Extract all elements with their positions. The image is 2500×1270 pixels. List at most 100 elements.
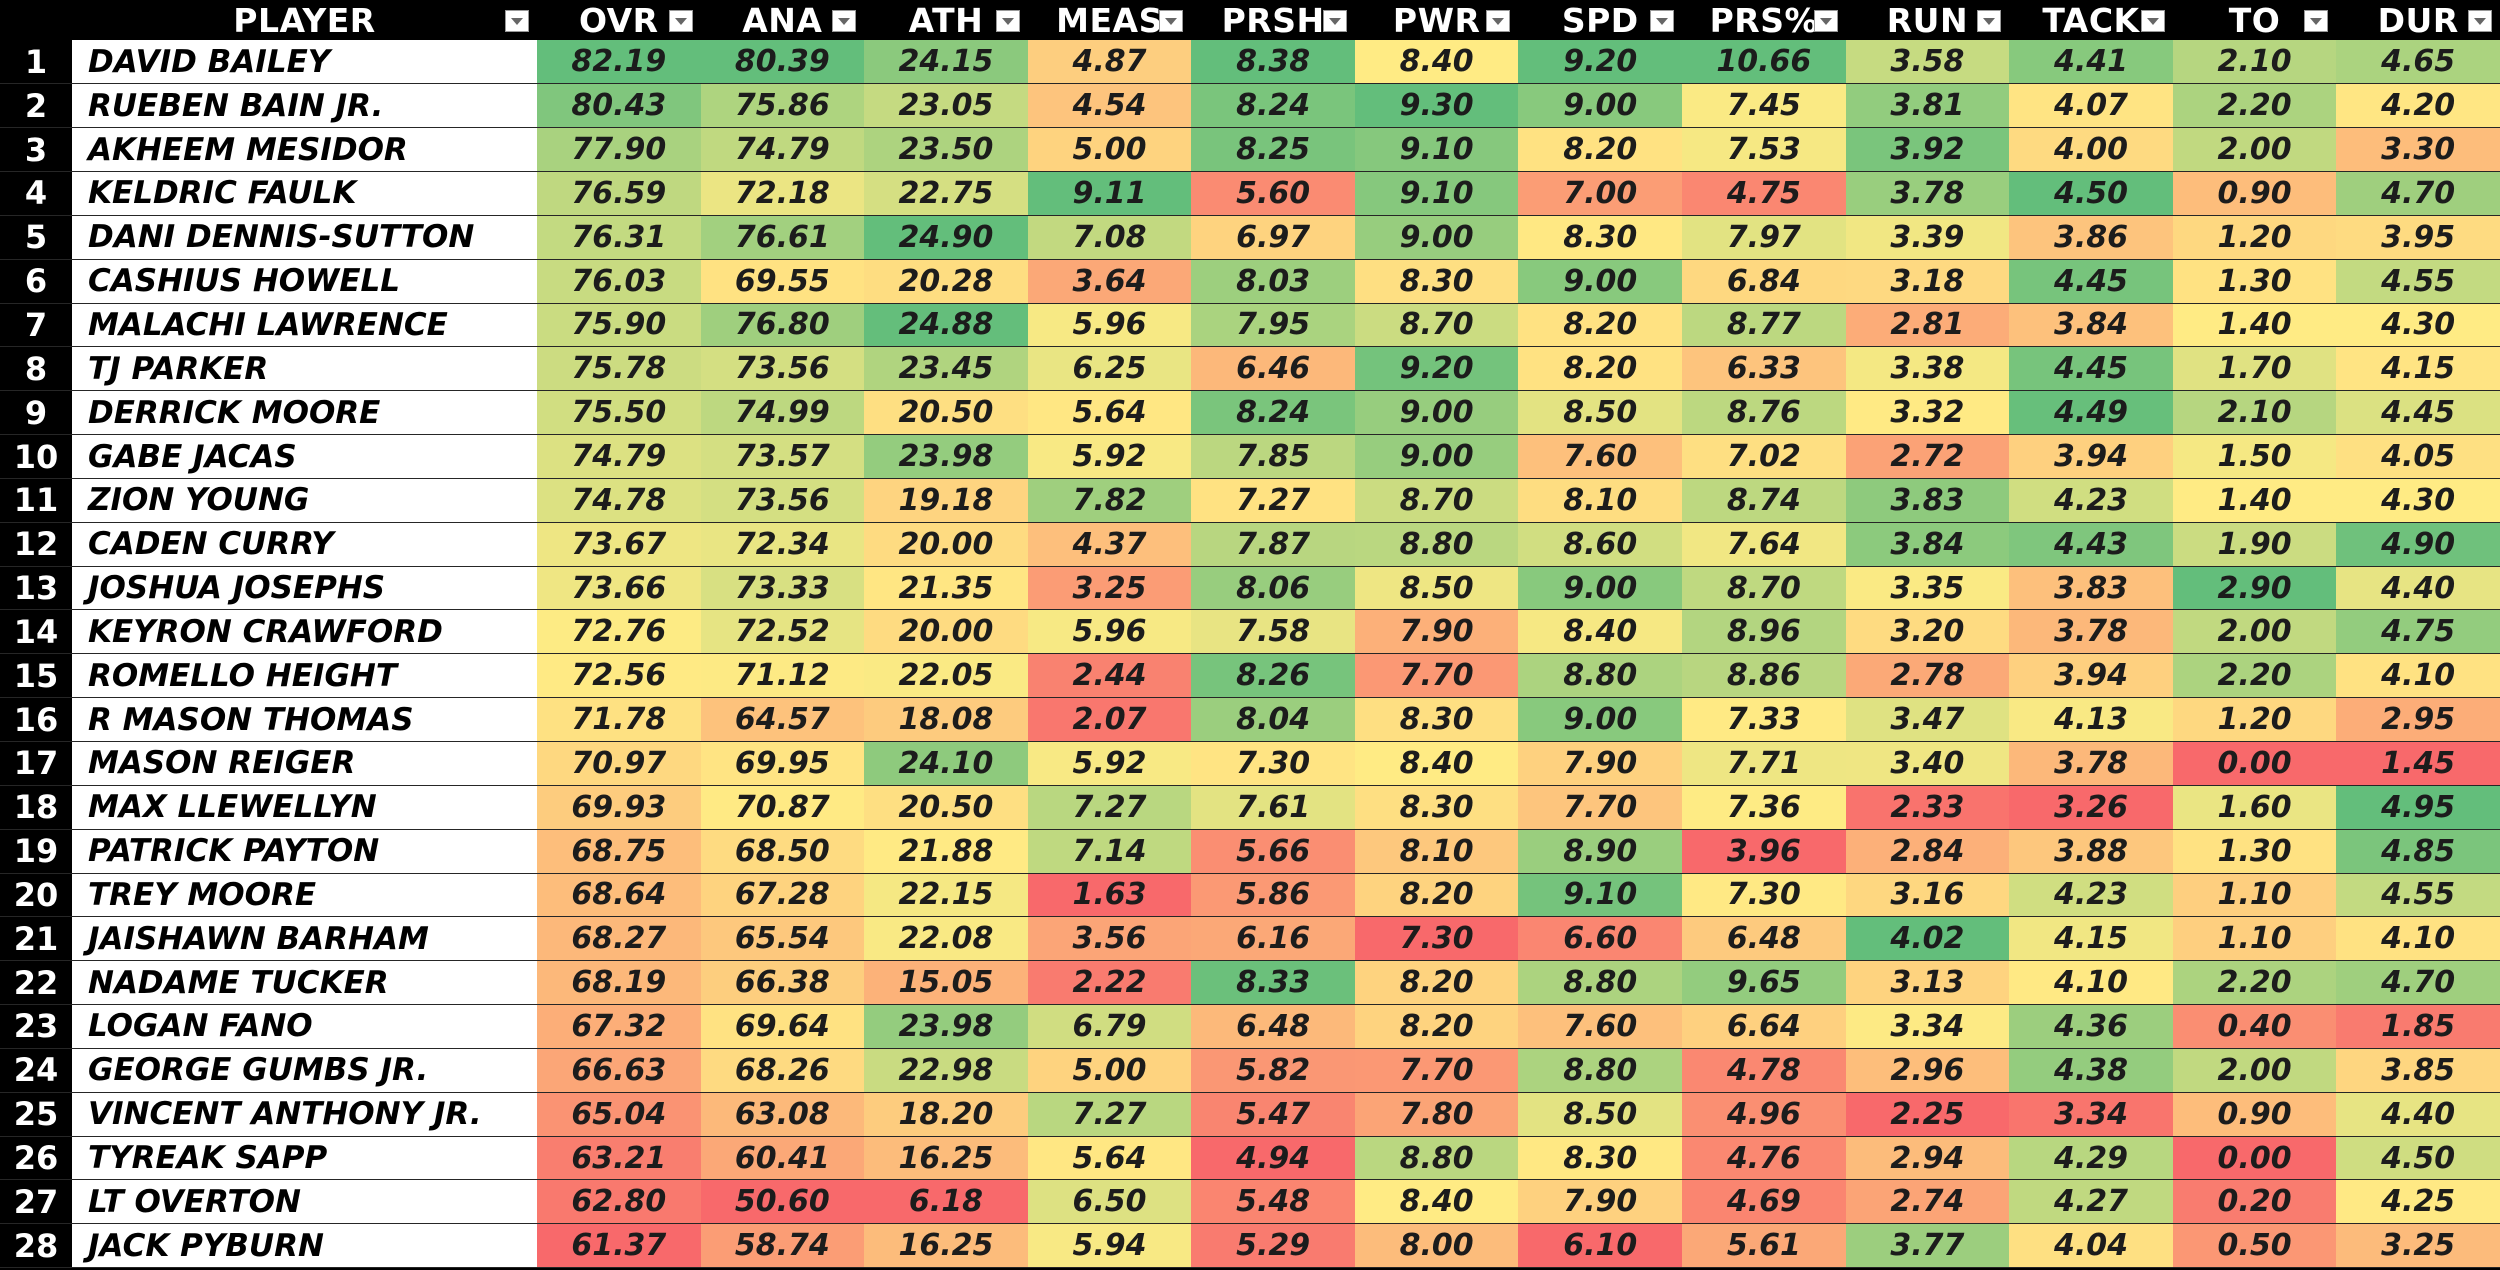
stat-cell: 7.00 xyxy=(1518,171,1683,216)
stat-cell: 9.20 xyxy=(1518,40,1683,85)
filter-button[interactable] xyxy=(1486,10,1511,32)
stat-cell: 5.82 xyxy=(1191,1048,1355,1093)
stat-cell: 8.80 xyxy=(1354,1136,1519,1181)
rank-cell: 21 xyxy=(0,916,72,962)
filter-button[interactable] xyxy=(2304,10,2329,32)
header-label: OVR xyxy=(578,0,659,40)
player-cell: LT OVERTON xyxy=(72,1179,537,1225)
rank-cell: 7 xyxy=(0,303,72,348)
stat-cell: 4.45 xyxy=(2009,259,2173,304)
stat-cell: 4.69 xyxy=(1682,1179,1846,1225)
stat-cell: 64.57 xyxy=(700,697,865,742)
stat-cell: 69.64 xyxy=(700,1004,865,1049)
stat-cell: 9.00 xyxy=(1354,390,1519,436)
stat-cell: 4.10 xyxy=(2336,916,2500,962)
filter-button[interactable] xyxy=(1322,10,1347,32)
table-row: 26 TYREAK SAPP 63.21 60.41 16.25 5.64 4.94 8.80… xyxy=(0,1136,2500,1181)
player-cell: DAVID BAILEY xyxy=(72,40,537,85)
stat-cell: 82.19 xyxy=(537,40,701,85)
player-cell: PATRICK PAYTON xyxy=(72,829,537,874)
stat-cell: 8.70 xyxy=(1354,303,1519,348)
stat-cell: 9.00 xyxy=(1518,697,1683,742)
stat-cell: 4.75 xyxy=(1682,171,1846,216)
stat-cell: 4.78 xyxy=(1682,1048,1846,1093)
stat-cell: 4.43 xyxy=(2009,522,2173,567)
stat-cell: 65.04 xyxy=(537,1092,701,1137)
stat-cell: 4.13 xyxy=(2009,697,2173,742)
stat-cell: 2.94 xyxy=(1845,1136,2010,1181)
filter-button[interactable] xyxy=(1159,10,1184,32)
header-cell: DUR xyxy=(2336,0,2500,40)
filter-button[interactable] xyxy=(995,10,1020,32)
stat-cell: 8.90 xyxy=(1518,829,1683,874)
stat-cell: 5.86 xyxy=(1191,873,1355,918)
stat-cell: 5.64 xyxy=(1027,390,1192,436)
stat-cell: 24.90 xyxy=(864,215,1028,260)
filter-button[interactable] xyxy=(1977,10,2002,32)
stat-cell: 76.59 xyxy=(537,171,701,216)
stat-cell: 61.37 xyxy=(537,1223,701,1269)
header-label: PRSH xyxy=(1221,0,1325,40)
stat-cell: 5.48 xyxy=(1191,1179,1355,1225)
stat-cell: 3.16 xyxy=(1845,873,2010,918)
stat-cell: 75.50 xyxy=(537,390,701,436)
stat-cell: 7.90 xyxy=(1518,741,1683,786)
stat-cell: 8.80 xyxy=(1518,1048,1683,1093)
stat-cell: 7.58 xyxy=(1191,609,1355,655)
stat-cell: 4.96 xyxy=(1682,1092,1846,1137)
stat-cell: 4.55 xyxy=(2336,873,2500,918)
stat-cell: 60.41 xyxy=(700,1136,865,1181)
stat-cell: 3.78 xyxy=(2009,741,2173,786)
filter-button[interactable] xyxy=(1813,10,1838,32)
header-cell: PRSH xyxy=(1191,0,1355,40)
stat-cell: 8.30 xyxy=(1518,1136,1683,1181)
player-cell: JOSHUA JOSEPHS xyxy=(72,566,537,611)
stat-cell: 4.94 xyxy=(1191,1136,1355,1181)
stat-cell: 8.25 xyxy=(1191,127,1355,173)
stat-cell: 80.43 xyxy=(537,83,701,129)
filter-icon xyxy=(1983,18,1996,25)
stat-cell: 1.30 xyxy=(2172,829,2337,874)
filter-button[interactable] xyxy=(2468,10,2492,32)
table-row: 14 KEYRON CRAWFORD 72.76 72.52 20.00 5.96 7.58… xyxy=(0,609,2500,655)
stat-cell: 5.64 xyxy=(1027,1136,1192,1181)
stat-cell: 72.56 xyxy=(537,653,701,699)
stat-cell: 3.39 xyxy=(1845,215,2010,260)
header-cell: PRS% xyxy=(1682,0,1846,40)
stat-cell: 1.90 xyxy=(2172,522,2337,567)
table-row: 19 PATRICK PAYTON 68.75 68.50 21.88 7.14 5.66 8… xyxy=(0,829,2500,874)
stat-cell: 4.75 xyxy=(2336,609,2500,655)
filter-button[interactable] xyxy=(1650,10,1675,32)
table-row: 6 CASHIUS HOWELL 76.03 69.55 20.28 3.64 8.03 8.… xyxy=(0,259,2500,304)
table-row: 27 LT OVERTON 62.80 50.60 6.18 6.50 5.48 8.40 7.… xyxy=(0,1179,2500,1225)
table-row: 13 JOSHUA JOSEPHS 73.66 73.33 21.35 3.25 8.06 8… xyxy=(0,566,2500,611)
stat-cell: 8.96 xyxy=(1682,609,1846,655)
stat-cell: 4.25 xyxy=(2336,1179,2500,1225)
stat-cell: 74.99 xyxy=(700,390,865,436)
filter-button[interactable] xyxy=(832,10,857,32)
table-row: 25 VINCENT ANTHONY JR. 65.04 63.08 18.20 7.27… xyxy=(0,1092,2500,1137)
stat-cell: 74.79 xyxy=(537,434,701,479)
stat-cell: 15.05 xyxy=(864,960,1028,1006)
stat-cell: 7.64 xyxy=(1682,522,1846,567)
filter-button[interactable] xyxy=(2140,10,2165,32)
player-cell: JACK PYBURN xyxy=(72,1223,537,1269)
stat-cell: 8.30 xyxy=(1354,259,1519,304)
filter-button[interactable] xyxy=(668,10,693,32)
header-cell: ATH xyxy=(864,0,1028,40)
stat-cell: 1.30 xyxy=(2172,259,2337,304)
stat-cell: 2.00 xyxy=(2172,1048,2337,1093)
stat-cell: 8.20 xyxy=(1354,960,1519,1006)
rank-cell: 23 xyxy=(0,1004,72,1049)
stat-cell: 3.18 xyxy=(1845,259,2010,304)
stat-cell: 0.00 xyxy=(2172,1136,2337,1181)
stat-cell: 9.10 xyxy=(1354,127,1519,173)
stat-cell: 6.16 xyxy=(1191,916,1355,962)
filter-button[interactable] xyxy=(505,10,529,32)
stat-cell: 9.20 xyxy=(1354,346,1519,392)
stat-cell: 3.94 xyxy=(2009,434,2173,479)
stat-cell: 2.95 xyxy=(2336,697,2500,742)
filter-icon xyxy=(1328,18,1341,25)
stat-cell: 8.10 xyxy=(1518,478,1683,523)
